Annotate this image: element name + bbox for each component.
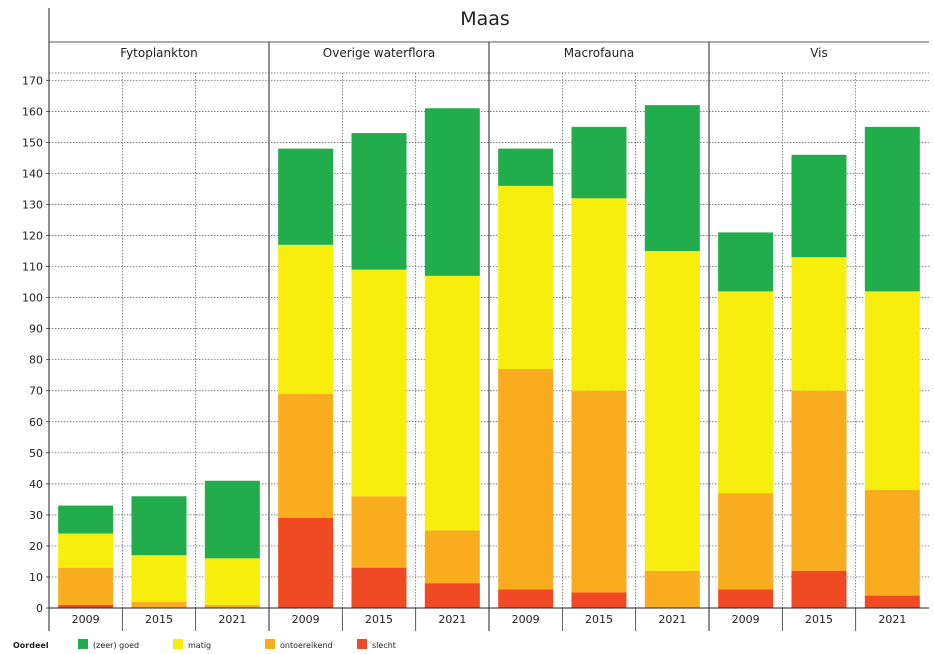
bar-segment	[131, 555, 187, 602]
y-tick-label: 100	[22, 292, 43, 305]
y-tick-label: 90	[29, 323, 43, 336]
y-tick-label: 110	[22, 261, 43, 274]
bar-segment	[351, 496, 407, 568]
bar-segment	[791, 570, 847, 608]
legend-label: ontoereikend	[280, 641, 333, 650]
x-tick-label: 2015	[585, 613, 613, 626]
y-tick-label: 140	[22, 167, 43, 180]
legend-label: matig	[188, 641, 211, 650]
y-tick-label: 70	[29, 385, 43, 398]
panel-title: Vis	[810, 46, 828, 60]
y-tick-label: 0	[36, 602, 43, 615]
bar-segment	[424, 275, 480, 531]
x-tick-label: 2015	[805, 613, 833, 626]
y-tick-label: 120	[22, 230, 43, 243]
bar-segment	[644, 105, 700, 252]
y-tick-label: 30	[29, 509, 43, 522]
bars	[58, 105, 920, 608]
x-tick-label: 2009	[72, 613, 100, 626]
x-tick-label: 2015	[365, 613, 393, 626]
bar-segment	[58, 505, 114, 534]
bar-segment	[204, 604, 260, 608]
y-tick-label: 80	[29, 354, 43, 367]
panel-title: Overige waterflora	[323, 46, 435, 60]
bar-segment	[278, 517, 334, 608]
legend-label: (zeer) goed	[93, 641, 139, 650]
x-tick-label: 2021	[658, 613, 686, 626]
x-tick-label: 2009	[732, 613, 760, 626]
bar-segment	[424, 583, 480, 608]
legend-swatch	[265, 639, 275, 649]
y-axis-ticks: 0 10 20 30 40 50 60 70 80 90 100 110 120 130 140 150 160…	[22, 74, 49, 615]
chart-title: Maas	[460, 8, 510, 30]
bar-segment	[718, 232, 774, 292]
y-tick-label: 160	[22, 105, 43, 118]
bar-segment	[498, 148, 554, 186]
bar-segment	[204, 558, 260, 605]
y-tick-label: 10	[29, 571, 43, 584]
bar-segment	[791, 154, 847, 258]
legend-swatch	[357, 639, 367, 649]
y-tick-label: 60	[29, 416, 43, 429]
x-tick-label: 2009	[292, 613, 320, 626]
bar-segment	[571, 126, 627, 199]
x-axis-ticks: 2009 2015 2021 2009 2015 2021 2009 2015 2021 2009…	[72, 608, 906, 631]
y-tick-label: 130	[22, 198, 43, 211]
bar-segment	[718, 291, 774, 494]
bar-segment	[571, 592, 627, 608]
legend-swatch	[78, 639, 88, 649]
legend-swatch	[173, 639, 183, 649]
y-tick-label: 20	[29, 540, 43, 553]
x-tick-label: 2021	[218, 613, 246, 626]
bar-segment	[498, 185, 554, 369]
bar-segment	[58, 567, 114, 605]
x-tick-label: 2015	[145, 613, 173, 626]
bar-segment	[351, 567, 407, 608]
bar-segment	[864, 291, 920, 491]
panel-title: Macrofauna	[564, 46, 634, 60]
x-tick-label: 2021	[878, 613, 906, 626]
y-tick-label: 170	[22, 74, 43, 87]
bar-segment	[278, 393, 334, 518]
legend: Oordeel (zeer) goed matig ontoereikend slec…	[13, 639, 396, 650]
legend-label: slecht	[372, 641, 396, 650]
bar-segment	[278, 148, 334, 245]
bar-segment	[278, 244, 334, 394]
bar-segment	[498, 368, 554, 590]
bar-segment	[498, 589, 554, 608]
y-tick-label: 150	[22, 136, 43, 149]
bar-segment	[131, 496, 187, 556]
bar-segment	[131, 601, 187, 608]
bar-segment	[571, 390, 627, 593]
bar-segment	[571, 198, 627, 391]
y-tick-label: 50	[29, 447, 43, 460]
bar-segment	[644, 251, 700, 571]
bar-segment	[351, 133, 407, 270]
bar-segment	[864, 595, 920, 608]
x-tick-label: 2021	[438, 613, 466, 626]
bar-segment	[424, 530, 480, 584]
bar-segment	[791, 257, 847, 391]
y-tick-label: 40	[29, 478, 43, 491]
bar-segment	[864, 126, 920, 292]
bar-segment	[718, 493, 774, 590]
bar-segment	[204, 480, 260, 559]
gridlines	[49, 72, 929, 608]
bar-segment	[791, 390, 847, 571]
bar-segment	[864, 490, 920, 596]
bar-segment	[718, 589, 774, 608]
bar-segment	[424, 108, 480, 276]
panel-title: Fytoplankton	[120, 46, 197, 60]
x-tick-label: 2009	[512, 613, 540, 626]
bar-segment	[644, 570, 700, 608]
legend-title: Oordeel	[13, 641, 49, 650]
bar-segment	[351, 269, 407, 497]
bar-segment	[58, 604, 114, 608]
bar-segment	[58, 533, 114, 568]
panel-titles: Fytoplankton Overige waterflora Macrofauna…	[120, 46, 828, 60]
